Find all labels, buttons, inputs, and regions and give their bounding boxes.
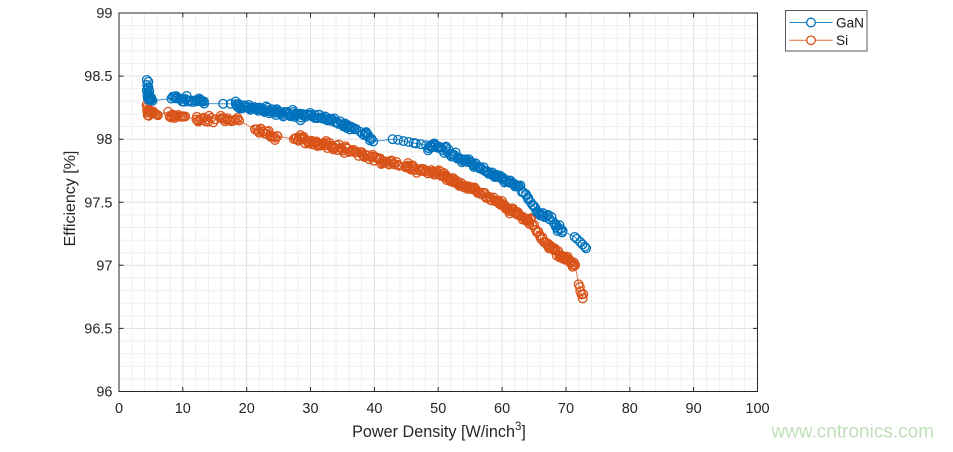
svg-text:Si: Si (836, 33, 848, 48)
svg-text:20: 20 (239, 401, 255, 417)
svg-text:96: 96 (96, 385, 112, 401)
svg-text:Power Density [W/inch3]: Power Density [W/inch3] (352, 421, 526, 441)
svg-text:98: 98 (96, 132, 112, 148)
svg-text:60: 60 (494, 401, 510, 417)
svg-text:www.cntronics.com: www.cntronics.com (770, 422, 934, 443)
svg-text:99: 99 (96, 6, 112, 22)
svg-text:98.5: 98.5 (84, 69, 112, 85)
svg-text:10: 10 (175, 401, 191, 417)
svg-text:0: 0 (115, 401, 123, 417)
svg-text:97.5: 97.5 (84, 195, 112, 211)
svg-text:90: 90 (686, 401, 702, 417)
svg-text:50: 50 (430, 401, 446, 417)
svg-text:96.5: 96.5 (84, 321, 112, 337)
svg-text:40: 40 (366, 401, 382, 417)
svg-text:97: 97 (96, 258, 112, 274)
svg-text:100: 100 (745, 401, 769, 417)
svg-text:80: 80 (622, 401, 638, 417)
svg-text:70: 70 (558, 401, 574, 417)
svg-text:GaN: GaN (836, 15, 864, 30)
svg-text:30: 30 (302, 401, 318, 417)
svg-text:Efficiency [%]: Efficiency [%] (62, 151, 79, 247)
